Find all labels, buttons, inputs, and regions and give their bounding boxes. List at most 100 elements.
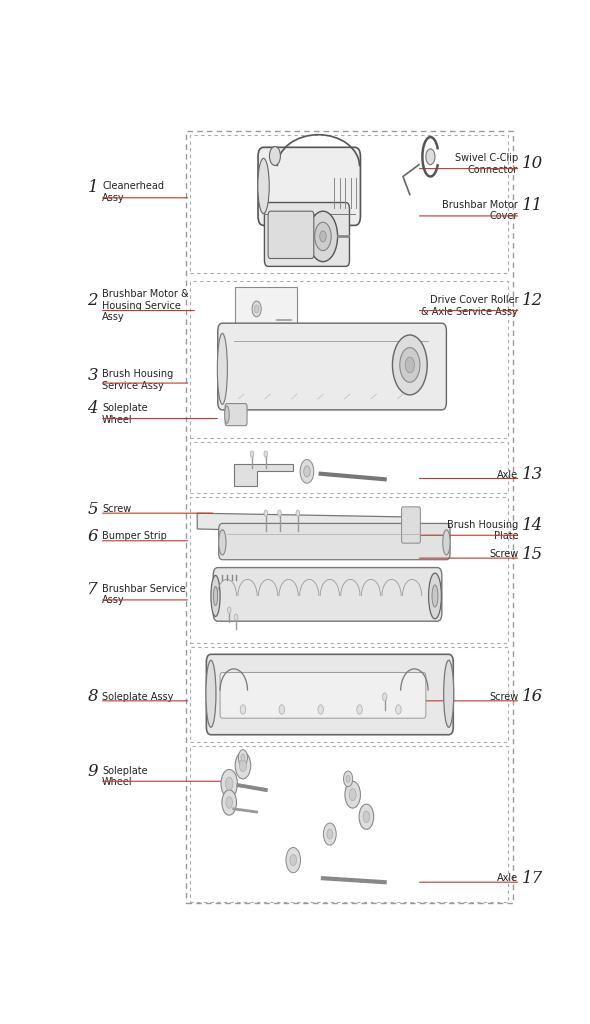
Text: Axle: Axle [497, 873, 518, 884]
Circle shape [235, 752, 251, 779]
Ellipse shape [206, 660, 216, 727]
Polygon shape [197, 513, 417, 535]
Circle shape [300, 460, 314, 483]
Text: Soleplate Assy: Soleplate Assy [102, 692, 173, 701]
FancyBboxPatch shape [402, 507, 420, 543]
Circle shape [240, 705, 245, 715]
Text: 2: 2 [87, 292, 98, 309]
Ellipse shape [217, 334, 227, 404]
FancyBboxPatch shape [225, 403, 247, 426]
FancyBboxPatch shape [235, 287, 297, 335]
Circle shape [304, 466, 310, 477]
Circle shape [343, 771, 353, 786]
Bar [186, 131, 513, 903]
Text: Swivel C-Clip
Connector: Swivel C-Clip Connector [455, 153, 518, 175]
Bar [191, 498, 508, 643]
Text: Axle: Axle [497, 470, 518, 479]
FancyBboxPatch shape [206, 654, 453, 735]
Circle shape [405, 357, 414, 373]
Ellipse shape [214, 587, 218, 605]
Circle shape [234, 614, 238, 621]
Circle shape [392, 335, 427, 395]
Circle shape [221, 769, 237, 798]
Ellipse shape [211, 575, 220, 616]
Text: 14: 14 [522, 516, 543, 534]
FancyBboxPatch shape [218, 324, 447, 410]
Circle shape [314, 222, 331, 251]
Text: Drive Cover Roller
& Axle Service Assy: Drive Cover Roller & Axle Service Assy [421, 295, 518, 316]
Polygon shape [234, 464, 293, 485]
Text: Soleplate
Wheel: Soleplate Wheel [102, 403, 148, 425]
Circle shape [286, 848, 300, 872]
Circle shape [290, 854, 297, 865]
Circle shape [222, 790, 237, 815]
Text: Brush Housing
Plate: Brush Housing Plate [447, 520, 518, 542]
Text: 1: 1 [87, 179, 98, 196]
Circle shape [254, 305, 259, 313]
Circle shape [296, 510, 300, 516]
Circle shape [252, 301, 261, 316]
Circle shape [363, 811, 370, 822]
Circle shape [382, 693, 387, 700]
Ellipse shape [432, 585, 438, 607]
Text: Bumper Strip: Bumper Strip [102, 531, 167, 541]
Text: 16: 16 [522, 688, 543, 706]
Bar [191, 135, 508, 272]
Text: 6: 6 [87, 527, 98, 545]
Text: 3: 3 [87, 367, 98, 384]
Circle shape [400, 347, 420, 382]
Circle shape [327, 829, 333, 839]
Circle shape [238, 750, 248, 766]
Text: Brushbar Motor
Cover: Brushbar Motor Cover [442, 200, 518, 221]
Bar [191, 647, 508, 741]
Circle shape [309, 211, 337, 262]
FancyBboxPatch shape [213, 567, 442, 622]
Bar [191, 442, 508, 494]
Text: Brush Housing
Service Assy: Brush Housing Service Assy [102, 369, 173, 391]
Circle shape [346, 775, 350, 782]
Text: 12: 12 [522, 292, 543, 309]
FancyBboxPatch shape [268, 211, 314, 258]
Circle shape [240, 760, 247, 771]
Text: 11: 11 [522, 198, 543, 214]
Circle shape [264, 510, 268, 516]
Text: 17: 17 [522, 869, 543, 887]
Ellipse shape [258, 159, 269, 214]
Ellipse shape [428, 573, 441, 618]
Circle shape [359, 804, 373, 829]
Circle shape [227, 607, 231, 613]
Text: Cleanerhead
Assy: Cleanerhead Assy [102, 181, 164, 203]
FancyBboxPatch shape [219, 523, 450, 560]
Text: 4: 4 [87, 399, 98, 417]
Circle shape [270, 146, 280, 166]
FancyBboxPatch shape [264, 203, 349, 266]
Text: Screw: Screw [102, 504, 132, 514]
Text: Soleplate
Wheel: Soleplate Wheel [102, 766, 148, 787]
Circle shape [396, 705, 401, 715]
FancyBboxPatch shape [220, 673, 426, 718]
Circle shape [226, 797, 232, 808]
Bar [191, 281, 508, 438]
Ellipse shape [442, 529, 450, 555]
Circle shape [225, 777, 233, 790]
Circle shape [279, 705, 284, 715]
Ellipse shape [219, 529, 226, 555]
Text: Screw: Screw [489, 692, 518, 701]
Text: 10: 10 [522, 156, 543, 172]
Text: 7: 7 [87, 582, 98, 598]
Bar [191, 745, 508, 902]
Text: 5: 5 [87, 501, 98, 518]
Circle shape [278, 510, 281, 516]
Circle shape [323, 823, 336, 845]
Text: Brushbar Motor &
Housing Service
Assy: Brushbar Motor & Housing Service Assy [102, 289, 189, 323]
Text: 13: 13 [522, 466, 543, 483]
FancyBboxPatch shape [258, 147, 360, 225]
Text: 8: 8 [87, 688, 98, 706]
Circle shape [320, 230, 326, 242]
Circle shape [318, 705, 323, 715]
Circle shape [264, 451, 268, 457]
Circle shape [349, 788, 356, 801]
Text: Brushbar Service
Assy: Brushbar Service Assy [102, 584, 186, 605]
Text: Screw: Screw [489, 549, 518, 559]
Circle shape [241, 754, 245, 761]
